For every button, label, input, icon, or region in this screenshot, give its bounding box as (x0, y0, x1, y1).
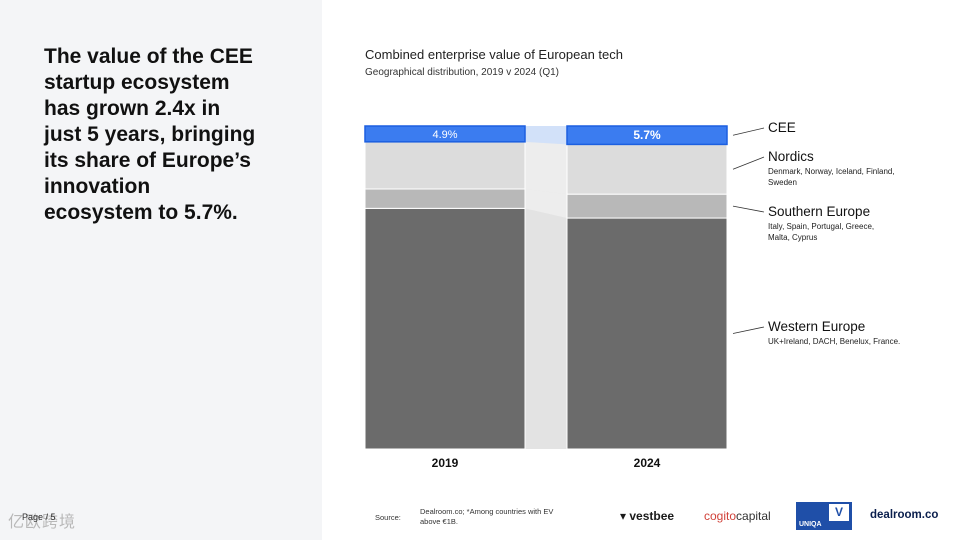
bar-2019-southern-europe (364, 188, 526, 209)
connector-southern-europe (525, 188, 567, 219)
vestbee-logo-text: vestbee (629, 509, 675, 523)
uniqa-ventures-logo: UNIQA V (796, 502, 852, 530)
x-tick-label-2019: 2019 (432, 456, 459, 470)
legend-note-western-europe: UK+Ireland, DACH, Benelux, France. (768, 337, 900, 346)
left-panel: The value of the CEE startup ecosystem h… (0, 0, 322, 540)
data-label-2024: 5.7% (633, 128, 661, 142)
bar-2024-western-europe (566, 217, 728, 450)
dealroom-logo: dealroom.co (870, 509, 939, 521)
chart-subtitle: Geographical distribution, 2019 v 2024 (… (365, 67, 560, 78)
bar-2019-cee (364, 125, 526, 143)
legend-note-nordics: Sweden (768, 178, 797, 187)
bar-2019-western-europe (364, 207, 526, 450)
bar-2024-southern-europe (566, 193, 728, 219)
connector-cee (525, 126, 567, 145)
page-label: Page / 5 (22, 512, 56, 522)
cogito-logo-text: cogito (704, 509, 737, 523)
legend-note-nordics: Denmark, Norway, Iceland, Finland, (768, 167, 895, 176)
source-text: Dealroom.co; *Among countries with EV ab… (420, 507, 554, 526)
vestbee-logo: ▾ vestbee (620, 509, 675, 523)
legend-label-nordics: Nordics (768, 149, 814, 164)
legend-label-western-europe: Western Europe (768, 319, 865, 334)
data-label-2019: 4.9% (432, 129, 457, 141)
leader-line-cee (732, 127, 765, 136)
bar-2024-cee (566, 125, 728, 146)
ventures-v-mark: V (829, 504, 849, 521)
source-label: Source: (375, 513, 401, 522)
legend-label-southern-europe: Southern Europe (768, 204, 870, 219)
bar-2019-nordics (364, 141, 526, 190)
legend-note-southern-europe: Italy, Spain, Portugal, Greece, (768, 222, 874, 231)
connector-western-europe (525, 208, 567, 449)
cogito-capital-logo: cogitocapital (704, 509, 771, 523)
leader-line-western-europe (732, 326, 765, 334)
x-tick-label-2024: 2024 (634, 456, 661, 470)
leader-line-southern-europe (732, 205, 765, 213)
uniqa-logo-text: UNIQA (799, 521, 822, 528)
leader-line-nordics (732, 156, 765, 170)
legend-label-cee: CEE (768, 120, 796, 135)
watermark: 亿欧跨境 (8, 514, 77, 531)
connector-nordics (525, 141, 567, 195)
chart-title: Combined enterprise value of European te… (365, 47, 623, 62)
legend-note-southern-europe: Malta, Cyprus (768, 233, 817, 242)
bar-2024-nordics (566, 143, 728, 195)
capital-logo-text: capital (736, 509, 771, 523)
headline: The value of the CEE startup ecosystem h… (44, 45, 256, 224)
